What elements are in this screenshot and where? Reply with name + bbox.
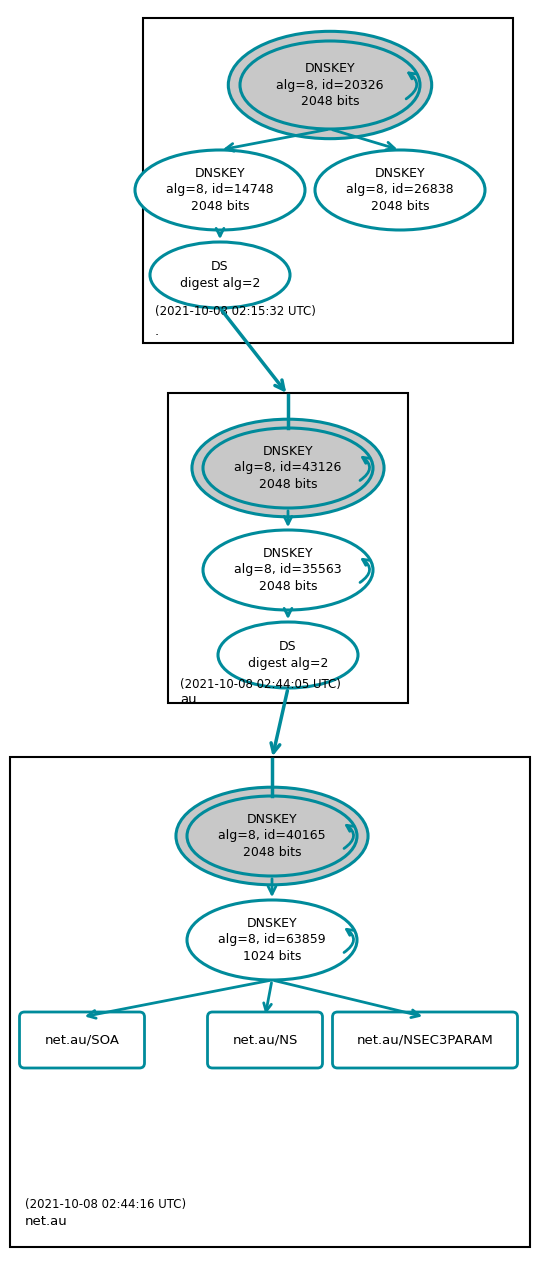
Text: DNSKEY
alg=8, id=43126
2048 bits: DNSKEY alg=8, id=43126 2048 bits xyxy=(234,445,342,491)
Text: net.au/NS: net.au/NS xyxy=(232,1034,298,1047)
Ellipse shape xyxy=(218,622,358,688)
Ellipse shape xyxy=(187,900,357,980)
Text: (2021-10-08 02:44:16 UTC): (2021-10-08 02:44:16 UTC) xyxy=(25,1197,186,1212)
Text: DNSKEY
alg=8, id=14748
2048 bits: DNSKEY alg=8, id=14748 2048 bits xyxy=(166,167,274,213)
FancyBboxPatch shape xyxy=(208,1012,323,1068)
Ellipse shape xyxy=(150,242,290,308)
Text: net.au: net.au xyxy=(25,1215,68,1228)
Text: DNSKEY
alg=8, id=35563
2048 bits: DNSKEY alg=8, id=35563 2048 bits xyxy=(234,547,342,593)
Text: DS
digest alg=2: DS digest alg=2 xyxy=(180,261,260,290)
Ellipse shape xyxy=(192,419,384,516)
Text: (2021-10-08 02:44:05 UTC): (2021-10-08 02:44:05 UTC) xyxy=(180,679,341,691)
Ellipse shape xyxy=(187,796,357,875)
Bar xyxy=(168,394,408,703)
Text: DNSKEY
alg=8, id=40165
2048 bits: DNSKEY alg=8, id=40165 2048 bits xyxy=(218,813,326,859)
Ellipse shape xyxy=(315,150,485,230)
Ellipse shape xyxy=(203,428,373,507)
Text: (2021-10-08 02:15:32 UTC): (2021-10-08 02:15:32 UTC) xyxy=(155,305,316,318)
Text: net.au/SOA: net.au/SOA xyxy=(45,1034,119,1047)
Bar xyxy=(143,18,513,343)
Text: DNSKEY
alg=8, id=63859
1024 bits: DNSKEY alg=8, id=63859 1024 bits xyxy=(218,918,326,964)
Text: net.au/NSEC3PARAM: net.au/NSEC3PARAM xyxy=(356,1034,493,1047)
Text: DS
digest alg=2: DS digest alg=2 xyxy=(248,640,328,670)
Text: DNSKEY
alg=8, id=26838
2048 bits: DNSKEY alg=8, id=26838 2048 bits xyxy=(346,167,454,213)
FancyBboxPatch shape xyxy=(332,1012,518,1068)
FancyBboxPatch shape xyxy=(20,1012,144,1068)
Ellipse shape xyxy=(228,32,432,139)
Bar xyxy=(10,757,530,1247)
Ellipse shape xyxy=(240,41,420,129)
Text: DNSKEY
alg=8, id=20326
2048 bits: DNSKEY alg=8, id=20326 2048 bits xyxy=(276,63,384,109)
Text: au: au xyxy=(180,693,197,705)
Ellipse shape xyxy=(203,530,373,610)
Text: .: . xyxy=(155,325,159,337)
Ellipse shape xyxy=(135,150,305,230)
Ellipse shape xyxy=(176,787,368,884)
